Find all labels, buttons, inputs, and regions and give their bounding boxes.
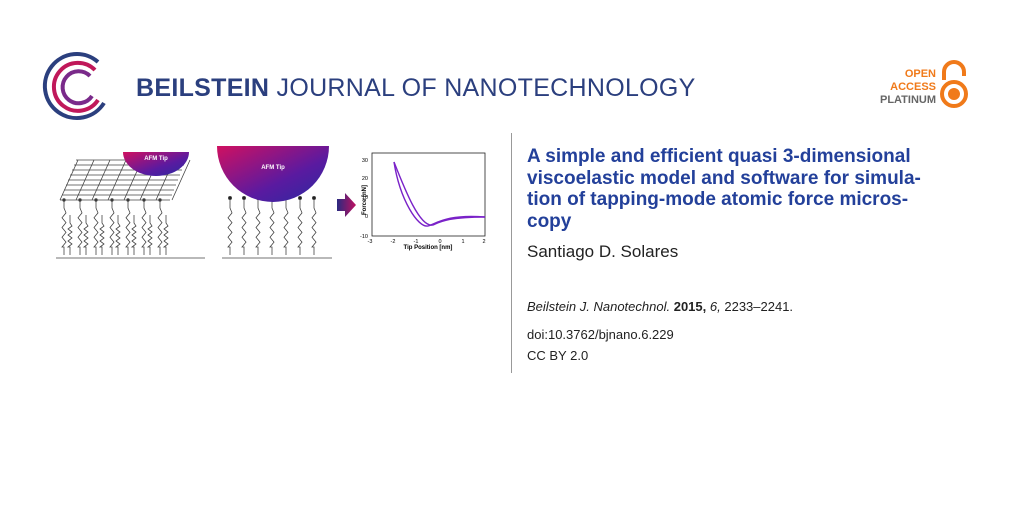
spring — [157, 200, 163, 255]
doi: doi:10.3762/bjnano.6.229 — [527, 327, 674, 342]
y-tick-label: 10 — [362, 195, 368, 201]
spring — [98, 215, 105, 255]
grid-line — [171, 159, 191, 201]
spring — [77, 200, 83, 255]
node — [241, 195, 246, 200]
spring — [114, 215, 121, 255]
title-line: copy — [527, 210, 572, 232]
divider — [511, 133, 512, 373]
spring — [227, 200, 233, 255]
x-tick-label: -2 — [391, 239, 396, 245]
grid-line — [75, 159, 95, 201]
y-tick-label: 0 — [365, 214, 368, 220]
afm-tip — [123, 152, 189, 176]
grid-line — [59, 159, 79, 201]
node — [297, 195, 302, 200]
x-tick-label: 0 — [438, 239, 441, 245]
curve — [393, 161, 486, 226]
node — [311, 195, 316, 200]
grid-line — [91, 159, 111, 201]
x-axis-label: Tip Position [nm] — [404, 245, 453, 251]
spring — [241, 200, 247, 255]
spring — [283, 200, 289, 255]
spring — [125, 200, 131, 255]
author: Santiago D. Solares — [527, 242, 679, 261]
logo — [42, 52, 106, 121]
plot-frame — [371, 152, 486, 237]
figure-left — [56, 159, 332, 259]
spring — [130, 215, 137, 255]
afm-tip — [217, 146, 329, 202]
y-tick-label: 30 — [362, 158, 368, 164]
y-axis-label: Force [nN] — [362, 185, 368, 215]
spring — [82, 215, 89, 255]
spring — [297, 200, 303, 255]
article-title: A simple and efficient quasi 3-dimension… — [527, 146, 921, 232]
citation: Beilstein J. Nanotechnol. 2015, 6, 2233–… — [527, 299, 794, 314]
spring — [311, 200, 317, 255]
badge-open: OPEN — [904, 68, 936, 80]
x-tick-label: 2 — [482, 239, 485, 245]
badge-platinum: PLATINUM — [879, 94, 936, 106]
x-tick-label: 1 — [461, 239, 464, 245]
spring — [61, 200, 67, 255]
spring — [66, 215, 73, 255]
y-tick-label: -10 — [360, 234, 368, 240]
open-access-lock — [940, 60, 968, 108]
title-line: A simple and efficient quasi 3-dimension… — [527, 146, 911, 167]
node — [227, 195, 232, 200]
title-line: tion of tapping-mode atomic force micros… — [527, 189, 909, 210]
badge-access: ACCESS — [890, 81, 936, 93]
spring — [269, 200, 275, 255]
tip-label: AFM Tip — [261, 165, 285, 171]
curve — [393, 161, 486, 227]
journal-name: BEILSTEIN JOURNAL OF NANOTECHNOLOGY — [136, 74, 696, 102]
spring — [109, 200, 115, 255]
spring — [255, 200, 261, 255]
spring — [162, 215, 169, 255]
x-tick-label: -3 — [368, 239, 373, 245]
grid-line — [107, 159, 127, 201]
license: CC BY 2.0 — [527, 348, 589, 363]
arrow — [337, 193, 356, 217]
spring — [141, 200, 147, 255]
title-line: viscoelastic model and software for simu… — [527, 167, 921, 189]
x-tick-label: -1 — [414, 239, 419, 245]
spring — [93, 200, 99, 255]
tip-label: AFM Tip — [144, 156, 168, 162]
y-tick-label: 20 — [362, 176, 368, 182]
spring — [146, 215, 153, 255]
